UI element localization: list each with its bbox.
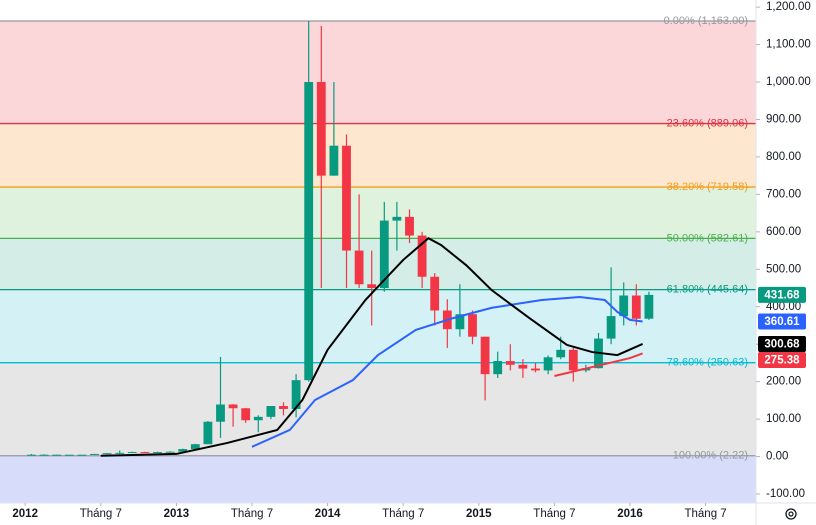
- candle-body: [455, 314, 465, 330]
- candle-body: [203, 421, 213, 445]
- ma-line: [554, 352, 643, 378]
- candle-body: [266, 405, 276, 417]
- candle-body: [619, 295, 629, 317]
- y-tick-label: 100.00: [766, 413, 801, 425]
- price-badge-label: 431.68: [764, 289, 800, 301]
- candle-body: [430, 276, 440, 311]
- ma-line: [251, 296, 643, 448]
- price-badge-label: 300.68: [764, 338, 800, 350]
- fib-band: [0, 455, 756, 503]
- x-tick-label: 2014: [315, 508, 341, 520]
- candle-body: [216, 404, 225, 422]
- price-badge: [758, 313, 806, 330]
- y-tick-label: 700.00: [766, 188, 801, 200]
- candle-body: [354, 250, 364, 285]
- candle-body: [316, 82, 326, 176]
- y-tick-label: 0.00: [766, 451, 788, 463]
- y-tick-label: 1,200.00: [766, 1, 811, 13]
- price-badge: [758, 351, 806, 368]
- candle-body: [531, 368, 540, 371]
- candle-body: [228, 404, 238, 409]
- fib-label: 38.20% (719.58): [667, 181, 748, 193]
- fib-band: [0, 20, 756, 124]
- candle-body: [304, 82, 314, 381]
- x-tick-label: Tháng 7: [382, 508, 424, 520]
- fib-band: [0, 123, 756, 188]
- fib-band: [0, 362, 756, 456]
- candle-body: [568, 349, 578, 371]
- candle-body: [102, 453, 112, 455]
- candle-body: [140, 452, 150, 454]
- candle-body: [493, 361, 503, 375]
- price-badge-label: 360.61: [764, 316, 800, 328]
- x-tick-label: Tháng 7: [80, 508, 122, 520]
- settings-button[interactable]: [785, 508, 797, 520]
- fib-band: [0, 238, 756, 290]
- y-tick-label: 800.00: [766, 151, 801, 163]
- y-tick-label: -100.00: [766, 488, 805, 500]
- y-tick-label: 1,000.00: [766, 76, 811, 88]
- candle-body: [253, 416, 263, 421]
- candle-body: [644, 294, 654, 319]
- fib-label: 50.00% (582.61): [667, 232, 748, 244]
- candle-body: [556, 349, 566, 358]
- candle-body: [367, 284, 377, 289]
- candle-body: [631, 295, 641, 319]
- price-badge: [758, 335, 806, 352]
- price-badge-label: 275.38: [764, 354, 800, 366]
- candle-body: [90, 453, 99, 455]
- candle-body: [165, 451, 175, 453]
- candle-body: [379, 220, 389, 289]
- candle-body: [127, 452, 137, 454]
- x-tick-label: 2015: [466, 508, 492, 520]
- y-tick-label: 600.00: [766, 226, 801, 238]
- fib-label: 61.80% (445.64): [667, 284, 748, 296]
- candle-body: [392, 216, 402, 221]
- y-tick-label: 500.00: [766, 263, 801, 275]
- y-tick-label: 400.00: [766, 301, 801, 313]
- candle-body: [279, 405, 288, 409]
- candle-body: [64, 454, 74, 456]
- price-badge: [758, 286, 806, 303]
- candle-body: [77, 454, 87, 456]
- candle-body: [480, 336, 490, 375]
- candle-body: [405, 216, 414, 236]
- plot-area: 0.00% (1,163.00) 23.60% (889.06) 38.20% (7…: [0, 15, 756, 503]
- x-tick-label: Tháng 7: [684, 508, 726, 520]
- candle-body: [178, 449, 188, 452]
- fib-label: 100.00% (2.22): [673, 450, 748, 462]
- y-tick-label: 900.00: [766, 114, 801, 126]
- candle-body: [417, 235, 427, 277]
- x-tick-label: Tháng 7: [533, 508, 575, 520]
- candle-body: [342, 145, 351, 251]
- candle-body: [153, 452, 162, 454]
- y-tick-label: 1,100.00: [766, 39, 811, 51]
- candle-body: [39, 454, 49, 456]
- candle-body: [115, 452, 125, 454]
- fib-band: [0, 289, 756, 363]
- x-tick-label: Tháng 7: [231, 508, 273, 520]
- candle-body: [606, 316, 616, 339]
- x-tick-label: 2012: [12, 508, 38, 520]
- candle-body: [52, 454, 62, 456]
- candle-body: [241, 408, 251, 421]
- candle-body: [190, 444, 200, 450]
- x-tick-label: 2013: [164, 508, 190, 520]
- candle-body: [505, 361, 515, 365]
- candle-body: [518, 364, 528, 369]
- fib-label: 0.00% (1,163.00): [664, 15, 748, 27]
- fib-label: 23.60% (889.06): [667, 117, 748, 129]
- y-tick-label: 200.00: [766, 376, 801, 388]
- candle-body: [468, 314, 477, 337]
- candle-body: [329, 145, 339, 176]
- ma-line: [100, 236, 644, 457]
- fib-label: 78.60% (250.63): [667, 357, 748, 369]
- candle-body: [27, 454, 36, 456]
- x-tick-label: 2016: [617, 508, 643, 520]
- candle-body: [291, 380, 301, 409]
- candle-body: [543, 357, 553, 371]
- fib-band: [0, 187, 756, 239]
